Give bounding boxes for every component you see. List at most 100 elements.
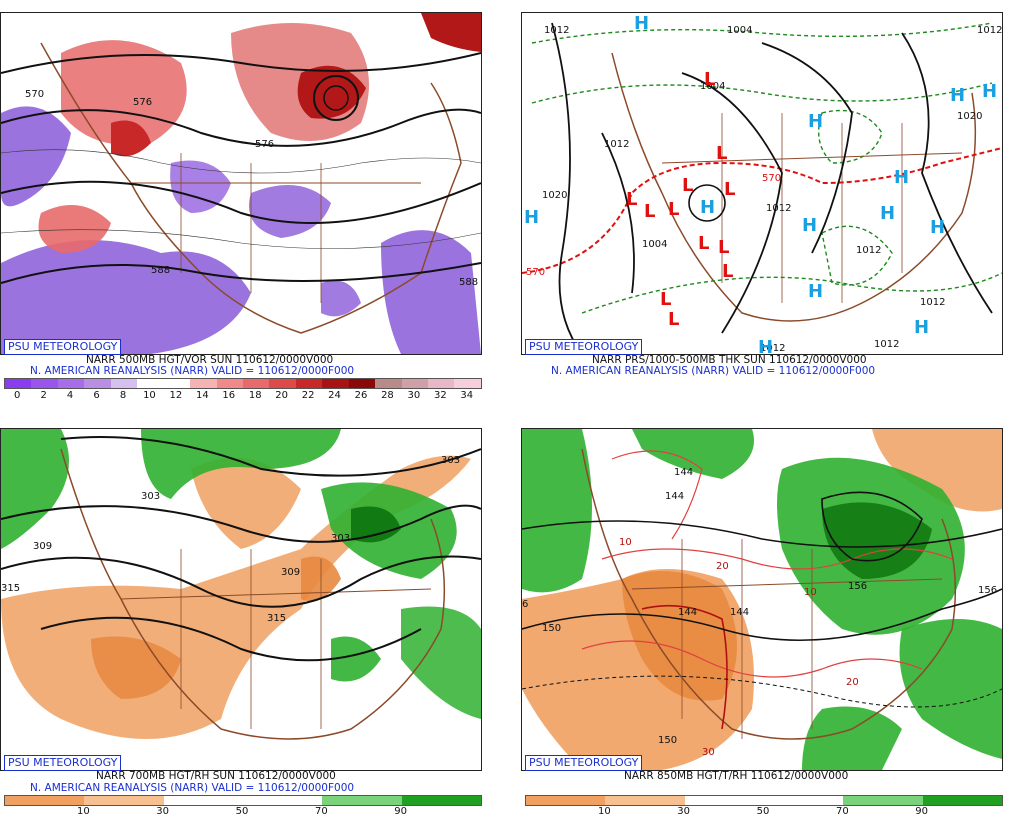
- low-pressure-marker: L: [644, 201, 656, 222]
- contour-label: 1012: [920, 297, 945, 308]
- contour-label: 156: [978, 585, 997, 596]
- psu-logo: PSU METEOROLOGY: [4, 339, 122, 355]
- colorbar-swatch: [605, 796, 685, 805]
- colorbar-swatch: [454, 379, 481, 388]
- high-pressure-marker: H: [982, 81, 998, 102]
- low-pressure-marker: L: [626, 189, 638, 210]
- panel-500mb-vorticity: 570 576 576 588 588: [0, 12, 482, 355]
- contour-label: 315: [267, 613, 286, 624]
- colorbar-swatch: [110, 379, 138, 388]
- colorbar-swatch: [190, 379, 217, 388]
- contour-label: 1012: [856, 245, 881, 256]
- low-pressure-marker: L: [668, 199, 680, 220]
- contour-label: 1012: [977, 25, 1002, 36]
- colorbar-swatch: [401, 379, 428, 388]
- colorbar-tick-label: 20: [275, 390, 289, 401]
- contour-label: 303: [331, 533, 350, 544]
- colorbar-swatch: [269, 379, 296, 388]
- low-pressure-marker: L: [682, 175, 694, 196]
- colorbar-swatch: [322, 796, 402, 805]
- low-pressure-marker: L: [718, 237, 730, 258]
- colorbar-swatch: [163, 379, 191, 388]
- colorbar-tick-label: 10: [597, 806, 611, 817]
- psu-logo: PSU METEOROLOGY: [525, 755, 643, 771]
- temp-rh-850mb-map: 144 144 10 20 10 150 144 144 156 156 150…: [522, 429, 1002, 770]
- contour-label: 20: [846, 677, 859, 688]
- low-pressure-marker: L: [722, 261, 734, 282]
- contour-label: 1004: [727, 25, 752, 36]
- colorbar-swatch: [763, 796, 844, 805]
- colorbar-tick-label: 0: [14, 390, 21, 401]
- contour-label: 1020: [542, 190, 567, 201]
- colorbar-tick-label: 32: [433, 390, 447, 401]
- colorbar-tick-label: 70: [835, 806, 849, 817]
- high-pressure-marker: H: [634, 13, 650, 34]
- low-pressure-marker: L: [668, 309, 680, 330]
- contour-label: 20: [716, 561, 729, 572]
- colorbar-swatch: [922, 796, 1002, 805]
- contour-label: 303: [441, 455, 460, 466]
- contour-label: 570: [526, 267, 545, 278]
- colorbar-swatch: [216, 379, 243, 388]
- high-pressure-marker: H: [930, 217, 946, 238]
- low-pressure-marker: L: [716, 143, 728, 164]
- contour-label: 309: [281, 567, 300, 578]
- psu-logo: PSU METEOROLOGY: [525, 339, 643, 355]
- contour-label: 588: [151, 265, 170, 276]
- high-pressure-marker: H: [524, 207, 540, 228]
- colorbar-tick-label: 22: [301, 390, 315, 401]
- contour-label: 156: [848, 581, 867, 592]
- colorbar-tick-label: 10: [76, 806, 90, 817]
- panel-title: NARR 700MB HGT/RH SUN 110612/0000V000: [96, 770, 336, 782]
- rh-700mb-colorbar: [4, 795, 482, 806]
- colorbar-tick-label: 4: [66, 390, 74, 401]
- colorbar-swatch: [428, 379, 455, 388]
- colorbar-swatch: [375, 379, 402, 388]
- contour-label: 576: [255, 139, 274, 150]
- colorbar-swatch: [295, 379, 323, 388]
- contour-label: 1012: [544, 25, 569, 36]
- colorbar-swatch: [684, 796, 764, 805]
- vorticity-colorbar-ticks: 0 2 4 6 8 10 12 14 16 18 20 22 24 26 28 30 32 34: [4, 390, 480, 402]
- contour-label: 10: [619, 537, 632, 548]
- contour-label: 144: [678, 607, 697, 618]
- colorbar-tick-label: 90: [915, 806, 929, 817]
- colorbar-swatch: [348, 379, 376, 388]
- colorbar-swatch: [57, 379, 85, 388]
- colorbar-tick-label: 16: [222, 390, 236, 401]
- contour-label: 150: [542, 623, 561, 634]
- vorticity-colorbar: [4, 378, 482, 389]
- colorbar-tick-label: 2: [40, 390, 47, 401]
- colorbar-tick-label: 12: [169, 390, 183, 401]
- rh-700mb-colorbar-ticks: 10 30 50 70 90: [4, 806, 480, 818]
- colorbar-tick-label: 14: [195, 390, 209, 401]
- panel-subtitle: N. AMERICAN REANALYSIS (NARR) VALID = 11…: [551, 365, 876, 377]
- panel-subtitle: N. AMERICAN REANALYSIS (NARR) VALID = 11…: [30, 365, 355, 377]
- panel-pressure-thickness: 1012 1004 1012 1020 1004 1004 1012 1012 …: [521, 12, 1003, 355]
- contour-label: 6: [522, 599, 528, 610]
- contour-label: 303: [141, 491, 160, 502]
- contour-label: 315: [1, 583, 20, 594]
- contour-label: 144: [674, 467, 693, 478]
- rh-850mb-colorbar-ticks: 10 30 50 70 90: [525, 806, 1001, 818]
- contour-label: 1012: [874, 339, 899, 350]
- colorbar-swatch: [242, 379, 270, 388]
- panel-title: NARR 500MB HGT/VOR SUN 110612/0000V000: [86, 354, 334, 366]
- panel-title: NARR PRS/1000-500MB THK SUN 110612/0000V…: [592, 354, 867, 366]
- colorbar-tick-label: 70: [314, 806, 328, 817]
- colorbar-swatch: [843, 796, 923, 805]
- high-pressure-marker: H: [808, 111, 824, 132]
- psu-logo: PSU METEOROLOGY: [4, 755, 122, 771]
- colorbar-tick-label: 28: [381, 390, 394, 401]
- colorbar-swatch: [526, 796, 606, 805]
- high-pressure-marker: H: [700, 197, 716, 218]
- low-pressure-marker: L: [660, 289, 672, 310]
- rh-700mb-map: 303 303 309 315 309 315 303: [1, 429, 481, 770]
- colorbar-swatch: [137, 379, 164, 388]
- colorbar-tick-label: 24: [328, 390, 341, 401]
- contour-label: 1012: [604, 139, 629, 150]
- contour-label: 1004: [642, 239, 667, 250]
- low-pressure-marker: L: [698, 233, 710, 254]
- contour-label: 1004: [700, 81, 725, 92]
- high-pressure-marker: H: [880, 203, 896, 224]
